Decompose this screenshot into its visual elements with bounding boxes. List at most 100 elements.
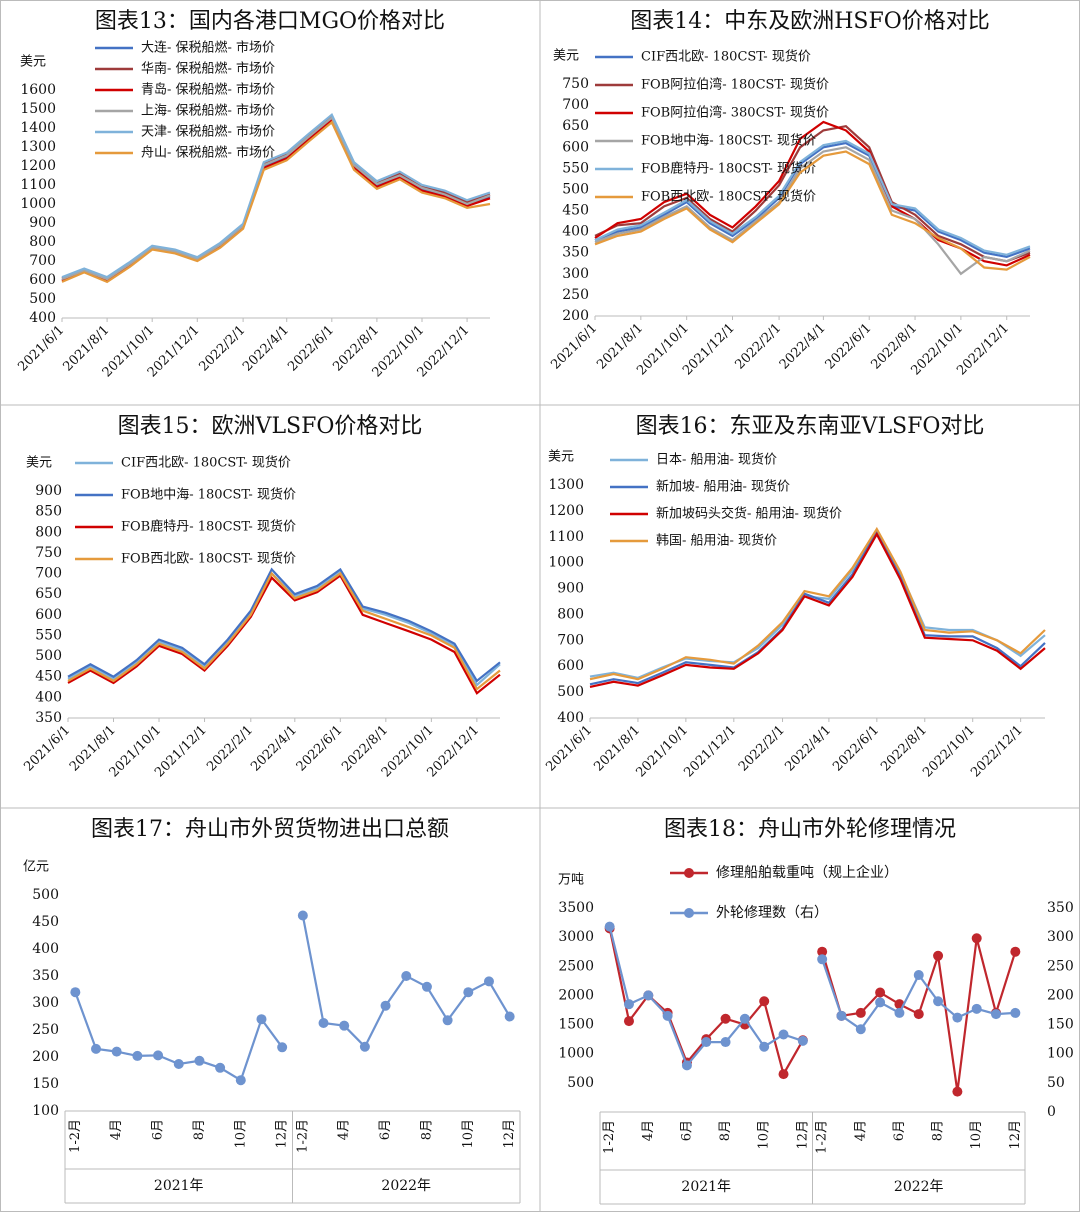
- y-axis-title: 美元: [20, 55, 46, 70]
- series-line: [589, 531, 1046, 688]
- point: [817, 954, 828, 965]
- y2-tick-label: 150: [1047, 1017, 1074, 1033]
- x-tick-label: 1-2月: [815, 1120, 830, 1154]
- y-tick-label: 550: [562, 160, 589, 176]
- x-tick-label: 10月: [461, 1119, 476, 1149]
- point: [215, 1062, 226, 1073]
- y-tick-label: 2500: [558, 958, 594, 974]
- y2-tick-label: 250: [1047, 958, 1074, 974]
- x-tick-label: 2021/6/1: [21, 723, 73, 775]
- legend-marker: [684, 868, 694, 878]
- x-tick-label: 6月: [892, 1120, 907, 1141]
- y-tick-label: 1200: [548, 503, 584, 519]
- point: [894, 1007, 905, 1018]
- x-tick-label: 2021/12/1: [681, 723, 739, 781]
- y-tick-label: 600: [35, 607, 62, 623]
- point: [759, 1041, 770, 1052]
- y-axis-title: 万吨: [558, 873, 584, 888]
- y-tick-label: 800: [35, 524, 62, 540]
- legend-label: CIF西北欧- 180CST- 现货价: [641, 49, 811, 65]
- x-tick-label: 12月: [275, 1119, 290, 1149]
- point: [643, 990, 654, 1001]
- point: [1010, 946, 1021, 957]
- point: [256, 1014, 267, 1025]
- legend-label: 新加坡- 船用油- 现货价: [656, 479, 790, 495]
- y-tick-label: 1500: [558, 1017, 594, 1033]
- y-tick-label: 700: [557, 632, 584, 648]
- y-tick-label: 1000: [20, 196, 56, 212]
- y-tick-label: 200: [32, 1049, 59, 1065]
- series-line: [67, 571, 501, 691]
- group-label: 2021年: [154, 1178, 204, 1194]
- y2-tick-label: 0: [1047, 1104, 1056, 1120]
- x-tick-label: 2022/2/1: [736, 723, 788, 775]
- y-tick-label: 900: [29, 215, 56, 231]
- point: [235, 1075, 246, 1086]
- x-tick-label: 10月: [969, 1120, 984, 1150]
- legend-label: 韩国- 船用油- 现货价: [656, 533, 777, 549]
- chart-title: 图表15：欧洲VLSFO价格对比: [118, 414, 423, 439]
- point: [623, 999, 634, 1010]
- point: [442, 1015, 453, 1026]
- series-line: [589, 526, 1046, 681]
- y-tick-label: 2000: [558, 987, 594, 1003]
- point: [483, 976, 494, 987]
- point: [297, 910, 308, 921]
- x-tick-label: 8月: [419, 1119, 434, 1140]
- y2-tick-label: 350: [1047, 900, 1074, 916]
- point: [875, 997, 886, 1008]
- point: [855, 1007, 866, 1018]
- y-tick-label: 350: [562, 245, 589, 261]
- point: [380, 1000, 391, 1011]
- series-line: [61, 116, 491, 282]
- point: [952, 1012, 963, 1023]
- group-label: 2021年: [681, 1179, 731, 1195]
- y-tick-label: 350: [35, 710, 62, 726]
- x-tick-label: 2022/6/1: [285, 323, 337, 375]
- y-tick-label: 500: [562, 181, 589, 197]
- y-tick-label: 450: [562, 203, 589, 219]
- y-tick-label: 400: [562, 224, 589, 240]
- y-tick-label: 600: [562, 139, 589, 155]
- chart-title: 图表17：舟山市外贸货物进出口总额: [91, 817, 449, 842]
- y-axis-title: 美元: [548, 450, 574, 465]
- y-tick-label: 250: [562, 287, 589, 303]
- y-tick-label: 650: [35, 586, 62, 602]
- point: [91, 1043, 102, 1054]
- point: [504, 1011, 515, 1022]
- series-line: [589, 529, 1046, 686]
- y-tick-label: 850: [35, 504, 62, 520]
- y-tick-label: 700: [29, 253, 56, 269]
- y-tick-label: 3000: [558, 929, 594, 945]
- legend-label: 外轮修理数（右）: [716, 905, 828, 921]
- y-tick-label: 700: [562, 97, 589, 113]
- y2-tick-label: 200: [1047, 987, 1074, 1003]
- y-tick-label: 1000: [558, 1046, 594, 1062]
- point: [933, 996, 944, 1007]
- point: [153, 1050, 164, 1061]
- x-tick-label: 2021/6/1: [543, 723, 595, 775]
- point: [991, 1009, 1002, 1020]
- legend-label: FOB西北欧- 180CST- 现货价: [121, 551, 296, 567]
- x-tick-label: 2021/6/1: [15, 323, 67, 375]
- y-tick-label: 250: [32, 1022, 59, 1038]
- y-tick-label: 3500: [558, 900, 594, 916]
- point: [463, 987, 474, 998]
- y-tick-label: 550: [35, 627, 62, 643]
- y-tick-label: 900: [557, 581, 584, 597]
- chart-title: 图表13：国内各港口MGO价格对比: [95, 9, 445, 34]
- y-tick-label: 400: [32, 941, 59, 957]
- y-tick-label: 750: [562, 76, 589, 92]
- x-tick-label: 2022/6/1: [294, 723, 346, 775]
- y-axis-title: 美元: [553, 49, 579, 64]
- point: [359, 1041, 370, 1052]
- x-tick-label: 1-2月: [602, 1120, 617, 1154]
- point: [933, 950, 944, 961]
- series-line: [594, 141, 1031, 259]
- point: [778, 1069, 789, 1080]
- x-tick-label: 2022/4/1: [240, 323, 292, 375]
- x-tick-label: 10月: [233, 1119, 248, 1149]
- y-tick-label: 800: [29, 234, 56, 250]
- chart-title: 图表16：东亚及东南亚VLSFO对比: [636, 414, 985, 439]
